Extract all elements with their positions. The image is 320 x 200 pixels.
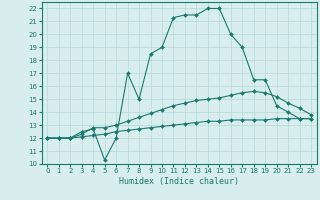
X-axis label: Humidex (Indice chaleur): Humidex (Indice chaleur) (119, 177, 239, 186)
